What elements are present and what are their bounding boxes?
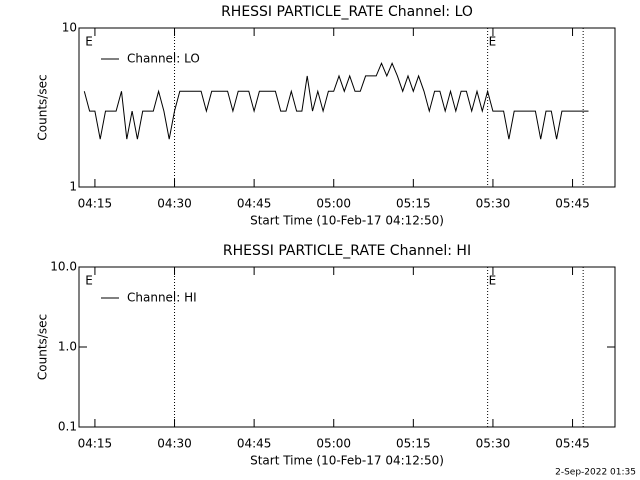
- annotation: E: [85, 35, 93, 49]
- x-tick-label: 05:30: [476, 437, 511, 451]
- y-tick-label: 10: [62, 21, 77, 35]
- x-tick-label: 05:00: [316, 437, 351, 451]
- x-tick-label: 05:45: [555, 437, 590, 451]
- legend-label: Channel: LO: [127, 52, 200, 66]
- x-tick-label: 05:15: [396, 197, 431, 211]
- y-axis-label: Counts/sec: [36, 314, 50, 380]
- x-tick-label: 05:00: [316, 197, 351, 211]
- annotation: E: [489, 35, 497, 49]
- legend-label: Channel: HI: [127, 291, 197, 305]
- y-tick-label: 10.0: [50, 260, 77, 274]
- series-line: [83, 62, 589, 140]
- y-tick-label: 1: [69, 180, 77, 194]
- chart-title: RHESSI PARTICLE_RATE Channel: LO: [221, 4, 473, 20]
- footer: 2-Sep-2022 01:35: [555, 468, 636, 478]
- x-tick-label: 04:15: [78, 197, 113, 211]
- x-tick-label: 04:15: [78, 437, 113, 451]
- plot-frame: [78, 27, 616, 188]
- x-tick-label: 04:45: [237, 437, 272, 451]
- x-axis-label: Start Time (10-Feb-17 04:12:50): [250, 454, 444, 468]
- chart-title: RHESSI PARTICLE_RATE Channel: HI: [223, 243, 471, 259]
- annotation: E: [85, 274, 93, 288]
- annotation: E: [489, 274, 497, 288]
- x-axis-label: Start Time (10-Feb-17 04:12:50): [250, 214, 444, 228]
- x-tick-label: 05:45: [555, 197, 590, 211]
- x-tick-label: 05:30: [476, 197, 511, 211]
- x-tick-label: 04:30: [157, 437, 192, 451]
- y-tick-label: 1.0: [58, 340, 77, 354]
- x-tick-label: 04:45: [237, 197, 272, 211]
- x-tick-label: 04:30: [157, 197, 192, 211]
- y-tick-label: 0.1: [58, 420, 77, 434]
- x-tick-label: 05:15: [396, 437, 431, 451]
- y-axis-label: Counts/sec: [36, 74, 50, 140]
